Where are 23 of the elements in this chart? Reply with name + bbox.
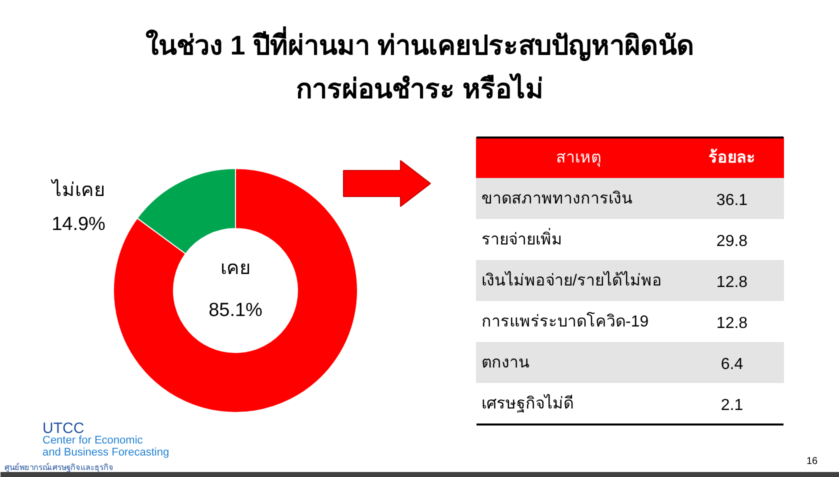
data-label: 6.4 [720, 356, 744, 373]
text: สาเหตุ [556, 150, 601, 168]
data-label: 12.8 [716, 315, 748, 332]
text: UTCC [42, 420, 84, 437]
slice-label: เคย [220, 258, 250, 279]
category-label: ตกงาน [482, 354, 530, 372]
category-label: รายจ่ายเพิ่ม [482, 228, 562, 248]
data-label: 12.8 [716, 274, 748, 291]
text: 16 [806, 456, 818, 467]
text: ในช่วง 1 ปีที่ผ่านมา ท่านเคยประสบปัญหาผิดนัด การผ่อนชำระ หรือไม่ [146, 26, 694, 104]
data-label: 36.1 [716, 192, 748, 209]
data-label: 29.8 [716, 233, 748, 250]
data-label: 2.1 [720, 397, 744, 414]
text: ศูนย์พยากรณ์เศรษฐกิจและธุรกิจ [4, 462, 114, 473]
category-label: เงินไม่พอจ่าย/รายได้ไม่พอ [482, 270, 662, 290]
data-label: 85.1% [208, 300, 263, 321]
category-label: การแพร่ระบาดโควิด-19 [482, 312, 649, 330]
category-label: ขาดสภาพทางการเงิน [482, 190, 632, 208]
slice-label: ไม่เคย [50, 179, 105, 201]
text: ร้อยละ [708, 148, 756, 166]
data-label: 14.9% [52, 214, 106, 235]
category-label: เศรษฐกิจไม่ดี [482, 394, 574, 412]
text: Center for Economic and Business Forecasting [42, 434, 170, 458]
